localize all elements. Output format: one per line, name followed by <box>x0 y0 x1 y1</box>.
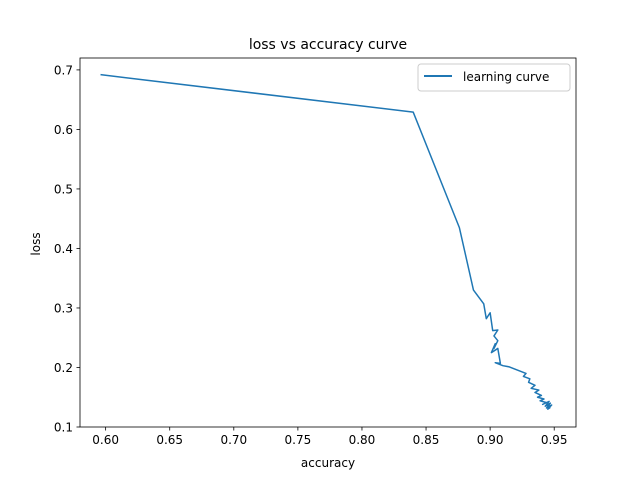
x-tick-label: 0.60 <box>92 433 119 447</box>
y-tick-label: 0.2 <box>54 361 73 375</box>
x-tick-label: 0.95 <box>541 433 568 447</box>
x-tick-label: 0.75 <box>285 433 312 447</box>
x-tick-label: 0.80 <box>349 433 376 447</box>
legend-label: learning curve <box>463 70 549 84</box>
x-tick-label: 0.65 <box>156 433 183 447</box>
y-axis-ticks: 0.1 0.2 0.3 0.4 0.5 0.6 0.7 <box>54 63 80 435</box>
x-tick-label: 0.70 <box>220 433 247 447</box>
y-tick-label: 0.7 <box>54 63 73 77</box>
y-tick-label: 0.6 <box>54 123 73 137</box>
legend: learning curve <box>417 63 571 92</box>
legend-box <box>417 63 571 92</box>
y-tick-label: 0.4 <box>54 242 73 256</box>
y-tick-label: 0.1 <box>54 421 73 435</box>
chart-title: loss vs accuracy curve <box>249 37 407 53</box>
x-tick-label: 0.90 <box>477 433 504 447</box>
y-tick-label: 0.3 <box>54 301 73 315</box>
x-axis-ticks: 0.60 0.65 0.70 0.75 0.80 0.85 0.90 0.95 <box>92 427 568 447</box>
x-axis-label: accuracy <box>301 456 355 470</box>
y-tick-label: 0.5 <box>54 182 73 196</box>
x-tick-label: 0.85 <box>413 433 440 447</box>
y-axis-label: loss <box>29 232 43 255</box>
series-line-learning-curve <box>100 73 553 410</box>
axes-frame <box>79 57 577 428</box>
plot-area <box>79 57 577 428</box>
